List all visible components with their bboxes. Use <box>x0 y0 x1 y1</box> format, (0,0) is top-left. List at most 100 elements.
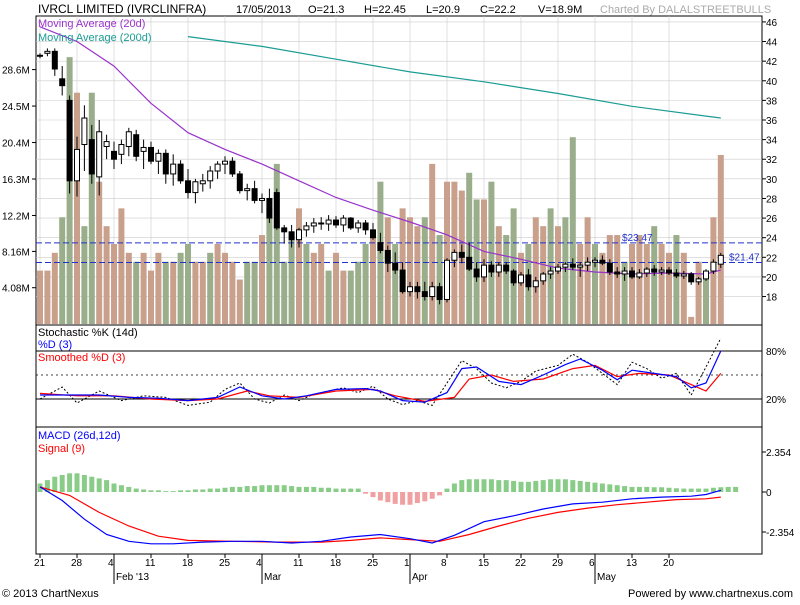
candlestick <box>296 227 302 248</box>
candlestick <box>473 262 480 282</box>
candlestick <box>525 269 532 291</box>
stochastic-panel: 80% 20% Stochastic %K (14d) %D (3) Smooth… <box>35 324 786 428</box>
volume-bar <box>473 199 480 324</box>
volume-bar <box>251 261 258 324</box>
volume-bar <box>695 261 702 324</box>
macd-histogram-bar <box>37 483 43 492</box>
candlestick <box>88 124 95 184</box>
candlestick <box>44 48 51 57</box>
macd-histogram-bar <box>636 486 642 492</box>
x-tick-label: 25 <box>367 558 379 569</box>
volume-bar <box>103 226 110 324</box>
macd-histogram-bar <box>67 473 73 492</box>
volume-bar <box>177 252 184 324</box>
candle-body-down <box>251 188 258 201</box>
candle-body-down <box>88 139 95 175</box>
candlestick <box>510 269 517 286</box>
candle-body-up <box>703 270 709 280</box>
macd-histogram-bar <box>89 476 95 492</box>
x-tick-label: 4 <box>256 558 262 569</box>
candlestick <box>717 252 724 269</box>
price-tick-label: 26 <box>766 214 778 225</box>
macd-histogram-bar <box>422 492 428 502</box>
candlestick <box>488 261 495 277</box>
x-tick-label: 18 <box>182 558 194 569</box>
candlestick <box>547 267 554 279</box>
volume-axis: 28.6M 24.5M 20.4M 16.3M 12.2M 8.16M 4.08M <box>2 66 36 295</box>
candle-body-down <box>236 173 243 192</box>
candlestick <box>429 281 436 301</box>
macd-histogram-bar <box>451 483 457 492</box>
macd-histogram-bar <box>215 488 221 492</box>
x-tick-label: 8 <box>441 558 447 569</box>
volume-bar <box>162 261 169 324</box>
price-tick-label: 32 <box>766 155 778 166</box>
volume-bar <box>414 226 421 324</box>
candle-body-up <box>118 144 125 155</box>
macd-histogram-bar <box>555 479 561 492</box>
macd-histogram-bar <box>666 487 672 492</box>
volume-bar <box>429 163 436 324</box>
candlestick <box>377 232 384 254</box>
candlestick <box>37 53 43 59</box>
candlestick <box>577 262 584 277</box>
candlestick <box>59 66 66 96</box>
candle-body-up <box>244 188 251 192</box>
candle-body-down <box>466 256 473 270</box>
candle-body-down <box>148 146 154 162</box>
candlestick <box>125 127 132 157</box>
volume-bar <box>296 208 302 324</box>
x-tick-label: 29 <box>552 558 564 569</box>
candlestick <box>133 129 140 162</box>
volume-bar <box>717 154 724 324</box>
candlestick <box>148 141 154 165</box>
price-panel: 46 44 42 40 38 36 34 32 30 28 26 24 22 20 18 28.6M 24.5… <box>2 2 778 554</box>
volume-bar <box>259 235 265 324</box>
macd-histogram-bar <box>622 486 628 492</box>
macd-histogram-bar <box>141 489 147 492</box>
candle-body-up <box>155 152 162 162</box>
volume-bar <box>444 181 450 324</box>
macd-histogram-bar <box>437 492 443 496</box>
candlestick <box>614 267 621 278</box>
macd-histogram-bar <box>126 486 132 492</box>
macd-histogram-bar <box>651 487 657 492</box>
candlestick <box>555 264 561 274</box>
candlestick <box>436 282 443 305</box>
footer: © 2013 ChartNexus Powered by www.chartne… <box>2 588 793 600</box>
volume-bar <box>74 92 80 324</box>
volume-bar <box>362 243 369 324</box>
candle-body-up <box>125 131 132 147</box>
volume-bar <box>111 243 117 324</box>
candlestick <box>214 161 221 179</box>
candle-body-down <box>281 227 288 233</box>
candle-body-up <box>451 251 458 261</box>
macd-histogram-bar <box>111 483 117 492</box>
candlestick <box>310 218 317 233</box>
candlestick <box>540 272 547 285</box>
candle-body-down <box>288 231 295 241</box>
macd-histogram-bar <box>496 480 502 492</box>
close-label: C=22.2 <box>480 4 516 16</box>
candlestick <box>399 262 406 294</box>
price-tick-label: 42 <box>766 57 778 68</box>
macd-histogram-bar <box>696 488 702 492</box>
candle-body-down <box>473 268 480 278</box>
volume-bar <box>51 252 58 324</box>
volume-bar <box>214 243 221 324</box>
macd-histogram-bar <box>562 479 568 492</box>
candlestick <box>703 269 709 281</box>
candle-body-down <box>347 217 354 229</box>
volume-bar <box>503 235 510 324</box>
candlestick <box>111 141 117 170</box>
macd-histogram-bar <box>289 486 295 492</box>
macd-histogram-bar <box>81 475 87 492</box>
candlestick <box>162 149 169 184</box>
high-label: H=22.45 <box>364 4 406 16</box>
candlestick <box>333 216 339 228</box>
price-tick-label: 36 <box>766 116 778 127</box>
volume-bar <box>207 252 214 324</box>
macd-histogram-bar <box>207 488 213 492</box>
candlestick <box>710 259 717 274</box>
